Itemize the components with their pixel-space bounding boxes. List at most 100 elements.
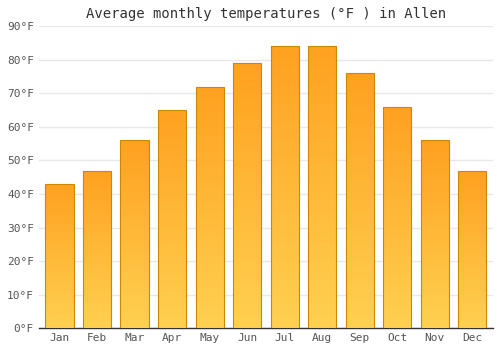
Bar	[421, 150, 449, 152]
Bar	[158, 236, 186, 238]
Bar	[83, 293, 111, 295]
Bar	[421, 159, 449, 161]
Bar	[421, 143, 449, 145]
Bar	[83, 208, 111, 210]
Bar	[120, 187, 148, 190]
Bar	[196, 129, 224, 132]
Bar	[46, 317, 74, 319]
Bar	[196, 159, 224, 162]
Bar	[120, 295, 148, 298]
Bar	[83, 261, 111, 263]
Bar	[120, 225, 148, 227]
Bar	[120, 227, 148, 230]
Bar	[421, 230, 449, 232]
Bar	[458, 257, 486, 259]
Bar	[196, 177, 224, 180]
Bar	[120, 305, 148, 307]
Bar	[233, 76, 261, 80]
Bar	[83, 271, 111, 273]
Bar	[308, 64, 336, 68]
Bar	[233, 196, 261, 199]
Bar	[158, 274, 186, 276]
Bar	[270, 148, 299, 152]
Bar	[46, 249, 74, 251]
Bar	[158, 309, 186, 312]
Bar	[83, 239, 111, 241]
Bar	[421, 225, 449, 227]
Bar	[158, 197, 186, 200]
Bar	[158, 315, 186, 317]
Bar	[421, 270, 449, 272]
Bar	[270, 68, 299, 71]
Bar	[308, 54, 336, 57]
Bar	[421, 194, 449, 197]
Bar	[383, 137, 412, 140]
Bar	[270, 272, 299, 275]
Bar	[46, 296, 74, 298]
Bar	[233, 282, 261, 285]
Bar	[308, 293, 336, 296]
Bar	[308, 57, 336, 61]
Bar	[196, 234, 224, 238]
Bar	[383, 184, 412, 187]
Bar	[196, 247, 224, 250]
Bar	[83, 289, 111, 291]
Bar	[421, 199, 449, 201]
Bar	[233, 116, 261, 119]
Bar	[83, 170, 111, 328]
Bar	[120, 178, 148, 180]
Bar	[421, 290, 449, 293]
Bar	[120, 323, 148, 326]
Bar	[196, 193, 224, 195]
Bar	[346, 86, 374, 89]
Bar	[120, 206, 148, 209]
Bar	[270, 226, 299, 230]
Bar	[458, 291, 486, 293]
Bar	[458, 314, 486, 316]
Bar	[158, 230, 186, 233]
Bar	[233, 113, 261, 116]
Bar	[83, 277, 111, 279]
Bar	[233, 103, 261, 106]
Bar	[421, 161, 449, 164]
Bar	[458, 313, 486, 314]
Bar	[83, 182, 111, 184]
Bar	[158, 178, 186, 181]
Bar	[233, 288, 261, 292]
Bar	[120, 173, 148, 176]
Bar	[46, 233, 74, 234]
Bar	[383, 303, 412, 306]
Bar	[458, 271, 486, 273]
Bar	[120, 309, 148, 312]
Bar	[346, 265, 374, 268]
Bar	[383, 275, 412, 278]
Bar	[383, 281, 412, 284]
Bar	[458, 297, 486, 299]
Bar	[346, 96, 374, 99]
Bar	[308, 237, 336, 240]
Bar	[83, 247, 111, 249]
Bar	[458, 299, 486, 301]
Bar	[120, 300, 148, 302]
Bar	[270, 233, 299, 237]
Bar	[196, 277, 224, 280]
Bar	[158, 203, 186, 205]
Bar	[308, 325, 336, 328]
Bar	[458, 238, 486, 239]
Bar	[346, 268, 374, 271]
Bar	[346, 159, 374, 162]
Bar	[83, 216, 111, 218]
Bar	[158, 173, 186, 176]
Bar	[458, 263, 486, 265]
Bar	[196, 250, 224, 253]
Bar	[383, 173, 412, 176]
Bar	[421, 223, 449, 225]
Bar	[346, 194, 374, 197]
Bar	[346, 236, 374, 239]
Bar	[233, 133, 261, 136]
Bar	[346, 92, 374, 96]
Bar	[196, 144, 224, 147]
Bar	[270, 198, 299, 201]
Bar	[158, 140, 186, 143]
Bar	[120, 279, 148, 281]
